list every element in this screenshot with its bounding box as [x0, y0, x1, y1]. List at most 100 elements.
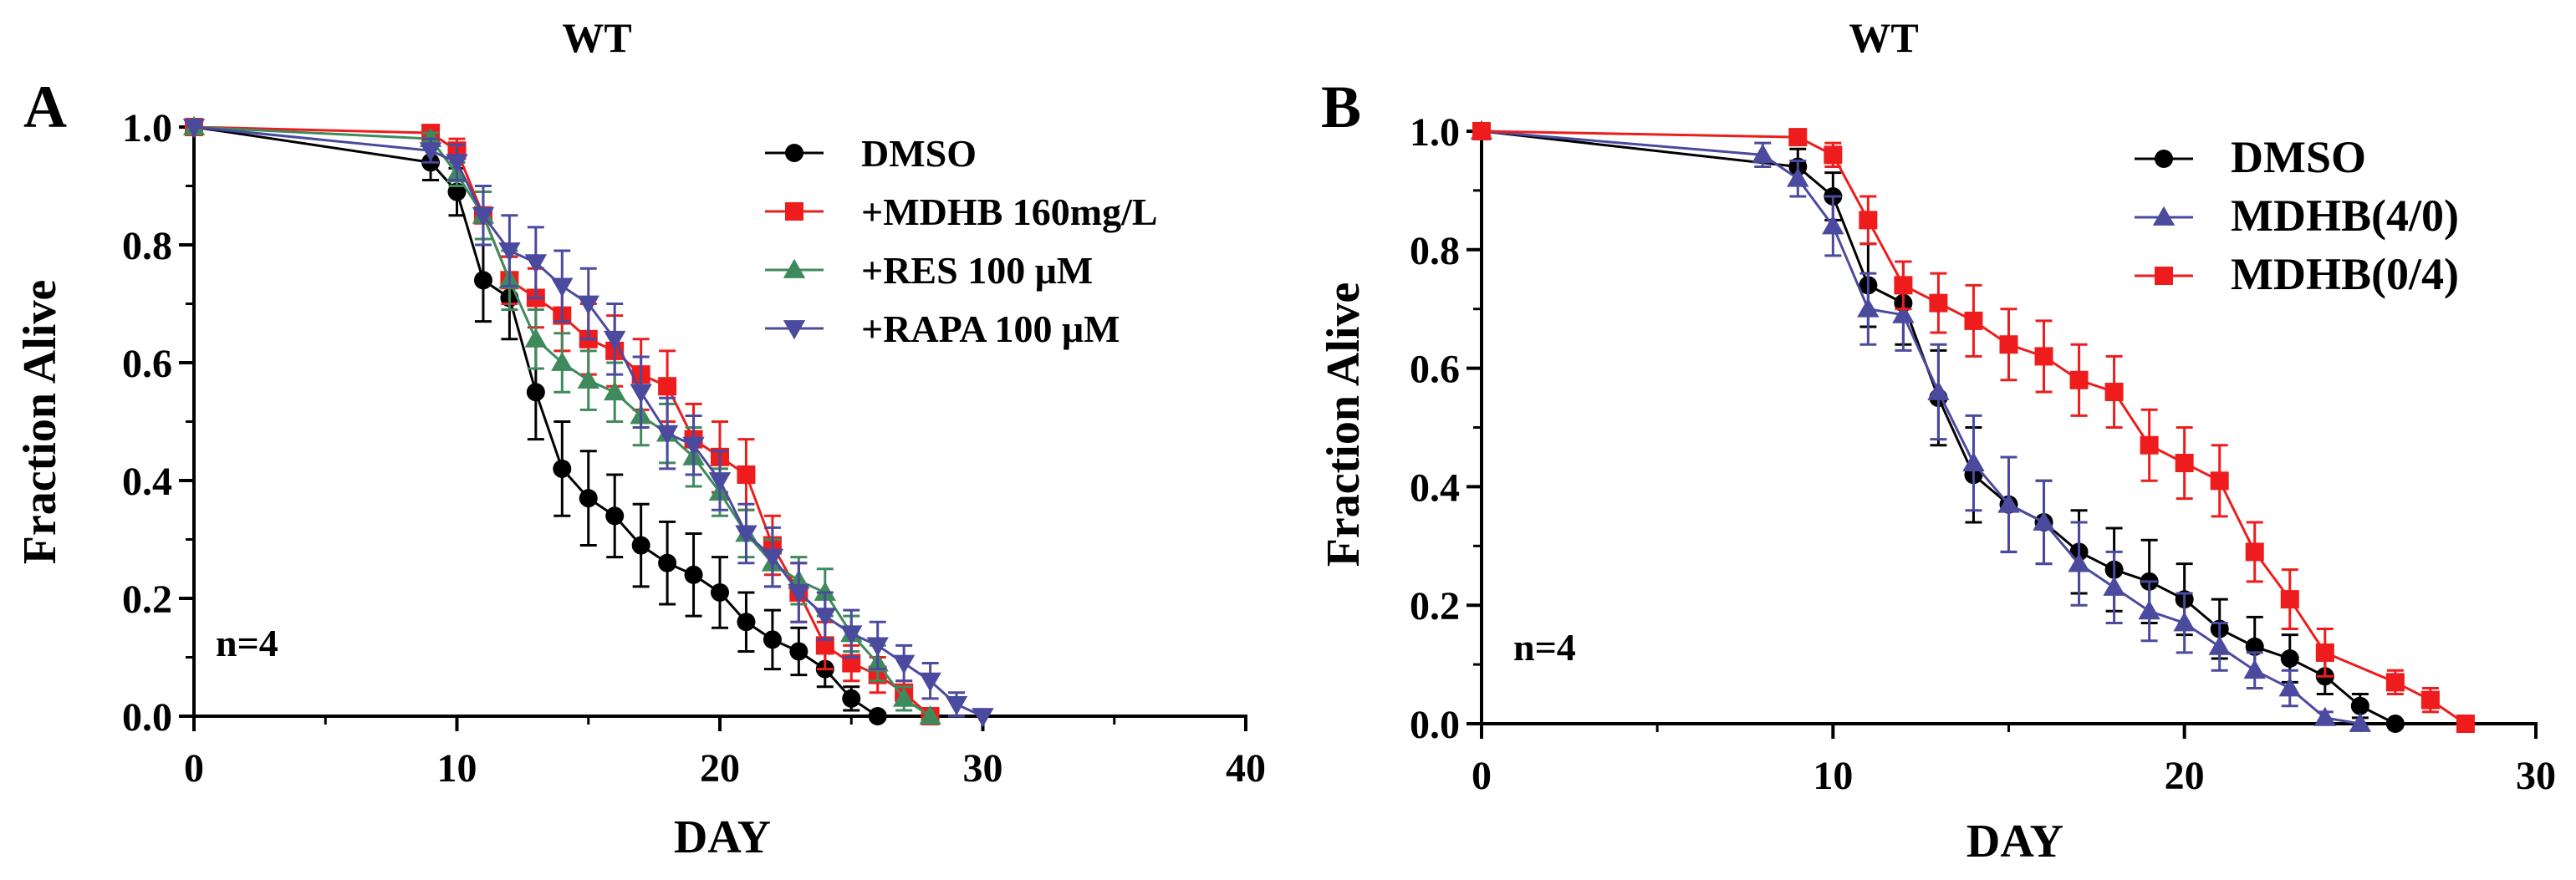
- panel-a-series-rapa-100-m-point: [972, 708, 994, 728]
- panel-b-series-mdhb-0-4-point: [1824, 145, 1843, 165]
- panel-b-series-mdhb-0-4-point: [1788, 128, 1808, 147]
- panel-b-series-mdhb-4-0-point: [1997, 493, 2020, 513]
- panel-a-series-rapa-100-m-point: [682, 436, 705, 456]
- panel-a-series-dmso-point: [473, 271, 492, 290]
- panel-a-series-rapa-100-m-point: [945, 696, 968, 716]
- panel-a-series-rapa-100-m-point: [472, 206, 495, 226]
- panel-b-x-tick-label: 30: [2516, 754, 2556, 798]
- panel-b-series-mdhb-4-0-line: [1481, 130, 2361, 725]
- panel-a-series-dmso-point: [605, 506, 625, 526]
- panel-b: B WT DAY Fraction Alive n=4 0 10 20 30 0.0 0.…: [1318, 14, 2556, 867]
- panel-b-series-mdhb-4-0-point: [1892, 303, 1915, 323]
- panel-a-series-res-100-m-point: [919, 705, 941, 725]
- panel-b-legend-label: MDHB(4/0): [2231, 191, 2459, 241]
- panel-b-series-mdhb-4-0-point: [1787, 167, 1809, 187]
- panel-a-x-tick-label: 0: [184, 746, 204, 791]
- panel-a-series-rapa-100-m-point: [708, 472, 732, 492]
- panel-b-series-mdhb-4-0-point: [1752, 144, 1774, 164]
- panel-a-legend-item-res-100-m: +RES 100 μM: [765, 249, 1093, 292]
- panel-b-series-mdhb-0-4-point: [1472, 122, 1491, 140]
- panel-a-series-rapa-100-m-point: [524, 254, 548, 274]
- panel-a-y-tick-label: 0.0: [122, 695, 172, 740]
- panel-a-y-tick-label: 0.8: [122, 224, 172, 268]
- panel-a-legend-marker: [783, 320, 806, 340]
- panel-b-x-tick-label: 0: [1472, 754, 1492, 798]
- panel-a-legend-marker: [785, 202, 803, 221]
- panel-b-series-mdhb-0-4-point: [2069, 370, 2089, 389]
- panel-b-series-mdhb-0-4-point: [2140, 435, 2159, 455]
- panel-a-series-rapa-100-m-point: [892, 654, 916, 674]
- panel-b-series-dmso-point: [2350, 696, 2369, 715]
- panel-b-y-axis-label: Fraction Alive: [1318, 282, 1370, 567]
- panel-a-series-rapa-100-m-point: [498, 242, 521, 262]
- panel-a-y-tick-label: 0.2: [122, 577, 172, 622]
- panel-b-series-mdhb-0-4-point: [1859, 211, 1878, 230]
- panel-b-y-tick-label: 1.0: [1410, 110, 1460, 155]
- panel-a-legend-label: +RES 100 μM: [861, 249, 1093, 292]
- panel-b-series-mdhb-4-0-point: [2138, 600, 2160, 620]
- panel-b-series-mdhb-0-4-point: [1894, 276, 1913, 295]
- panel-b-series-mdhb-4-0-point: [1822, 215, 1844, 235]
- panel-a-series-dmso-point: [868, 707, 887, 725]
- panel-a-series-dmso-point: [711, 582, 729, 602]
- panel-b-series-mdhb-0-4-point: [1999, 335, 2018, 354]
- panel-a-series-dmso-point: [684, 565, 703, 584]
- panel-b-series-mdhb-4-0-point: [2278, 677, 2301, 697]
- panel-b-legend-marker: [2155, 150, 2173, 168]
- panel-a-series-rapa-100-m-point: [551, 277, 574, 298]
- panel-a-series-dmso-point: [447, 182, 467, 201]
- panel-b-series-dmso-point: [2245, 637, 2264, 656]
- panel-b-x-axis-label: DAY: [1966, 816, 2063, 867]
- panel-a-x-tick-label: 30: [963, 746, 1003, 791]
- panel-b-n-annotation: n=4: [1513, 626, 1576, 669]
- panel-b-series-mdhb-4-0: [1470, 120, 2372, 732]
- panel-a-series-res-100-m-point: [551, 351, 574, 371]
- panel-b-y-tick-label: 0.4: [1410, 465, 1460, 510]
- panel-a-series-rapa-100-m-point: [866, 637, 889, 657]
- panel-b-y-tick-label: 0.8: [1410, 229, 1460, 273]
- panel-a-series-res-100-m-point: [419, 127, 442, 147]
- panel-a-series-rapa-100-m-point: [761, 548, 784, 568]
- panel-a: A WT DAY Fraction Alive n=4 0 10 20 30 40 0.0…: [14, 14, 1266, 863]
- panel-b-series-mdhb-0-4-point: [2315, 643, 2334, 662]
- panel-a-series-rapa-100-m-point: [419, 142, 442, 162]
- panel-b-y-tick-label: 0.0: [1410, 703, 1460, 747]
- panel-a-legend-item-rapa-100-m: +RAPA 100 μM: [765, 308, 1120, 350]
- panel-a-x-tick-label: 20: [700, 746, 740, 791]
- panel-b-legend-item-mdhb-4-0: MDHB(4/0): [2135, 191, 2459, 241]
- panel-b-series-mdhb-4-0-point: [2173, 612, 2196, 632]
- panel-b-plot-area: 0 10 20 30 0.0 0.2 0.4 0.6 0.8 1.0 DMSO MDHB(4/0) MD…: [1410, 110, 2556, 798]
- panel-a-series-dmso: [185, 118, 887, 725]
- panel-a-series-rapa-100-m-point: [814, 608, 836, 628]
- panel-a-series-rapa-100-m-point: [655, 425, 679, 445]
- panel-a-legend-label: +RAPA 100 μM: [861, 308, 1120, 350]
- panel-b-series-mdhb-4-0-point: [1962, 451, 1985, 471]
- panel-b-series-dmso-point: [2385, 715, 2405, 733]
- panel-a-series-rapa-100-m-point: [630, 384, 652, 404]
- panel-a-plot-area: 0 10 20 30 40 0.0 0.2 0.4 0.6 0.8 1.0 DMSO +MDHB 160…: [122, 106, 1266, 791]
- panel-a-series-rapa-100-m: [182, 119, 994, 728]
- panel-a-series-rapa-100-m-point: [182, 119, 206, 139]
- panel-b-series-mdhb-0-4-point: [1964, 311, 1983, 330]
- panel-a-series-res-100-m-point: [814, 581, 836, 601]
- panel-b-series-mdhb-0-4-point: [2245, 542, 2264, 562]
- panel-b-series-mdhb-4-0-point: [2349, 712, 2372, 732]
- panel-a-series-rapa-100-m-point: [735, 525, 757, 545]
- panel-a-series-rapa-100-m-point: [840, 625, 863, 645]
- panel-b-legend: DMSO MDHB(4/0) MDHB(0/4): [2135, 132, 2459, 299]
- panel-b-series-mdhb-4-0-point: [1857, 298, 1880, 318]
- panel-b-series-mdhb-0-4-point: [2034, 347, 2053, 366]
- panel-a-series-rapa-100-m-point: [577, 295, 599, 315]
- panel-a-x-tick-label: 10: [437, 746, 477, 791]
- panel-b-series-mdhb-0-4-point: [2175, 454, 2194, 473]
- panel-a-y-tick-label: 0.6: [122, 342, 172, 386]
- panel-a-n-annotation: n=4: [216, 622, 278, 664]
- panel-b-x-tick-label: 20: [2165, 754, 2205, 798]
- panel-a-y-axis-label: Fraction Alive: [14, 280, 66, 565]
- panel-a-title: WT: [562, 14, 631, 61]
- panel-b-y-tick-label: 0.2: [1410, 584, 1460, 628]
- panel-b-series-mdhb-4-0-point: [2033, 511, 2055, 531]
- panel-a-series-dmso-point: [737, 613, 756, 632]
- panel-a-series-mdhb-160mg-l-point: [815, 636, 834, 655]
- panel-b-legend-item-mdhb-0-4: MDHB(0/4): [2135, 249, 2459, 299]
